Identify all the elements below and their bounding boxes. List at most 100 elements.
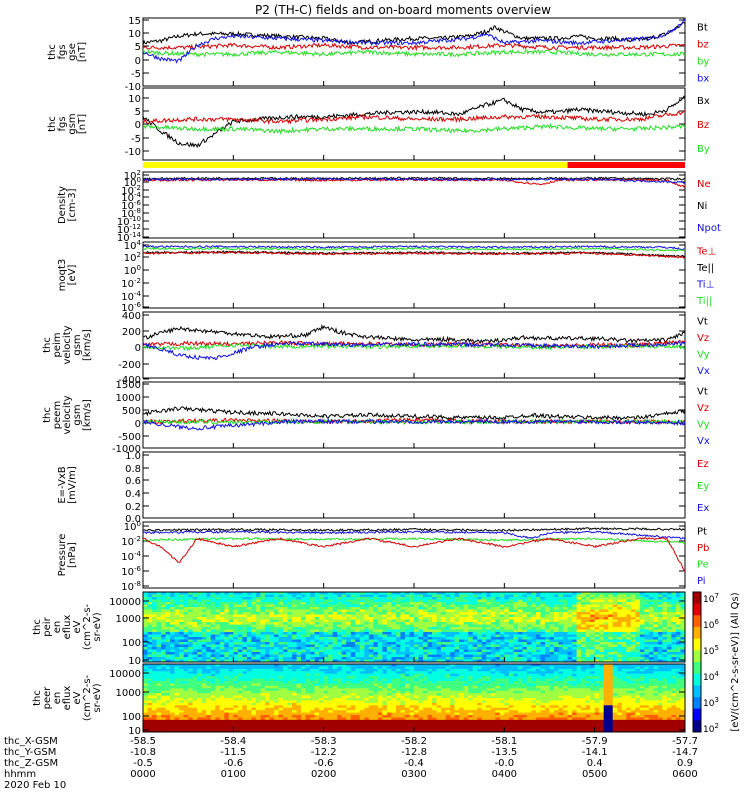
heatmap-cell (251, 644, 257, 648)
heatmap-cell (364, 597, 370, 600)
mode-bar-segment (143, 162, 568, 168)
heatmap-cell (161, 642, 167, 645)
heatmap-cell (648, 617, 654, 620)
heatmap-cell (278, 632, 284, 635)
heatmap-cell (233, 681, 239, 684)
heatmap-cell (251, 671, 257, 675)
heatmap-cell (450, 644, 456, 648)
heatmap-cell (296, 647, 302, 650)
heatmap-cell (657, 599, 663, 603)
heatmap-cell (183, 597, 189, 600)
heatmap-cell (296, 693, 302, 697)
heatmap-cell (264, 652, 270, 655)
heatmap-cell (179, 683, 185, 687)
heatmap-cell (445, 619, 451, 623)
heatmap-cell (215, 685, 221, 689)
heatmap-cell (192, 724, 198, 728)
heatmap-cell (549, 627, 555, 630)
heatmap-cell (183, 719, 189, 723)
tick-base: 10 (121, 201, 134, 212)
heatmap-cell (156, 614, 162, 618)
heatmap-cell (531, 612, 537, 615)
heatmap-cell (382, 602, 388, 605)
heatmap-cell (246, 607, 252, 610)
heatmap-cell (680, 594, 686, 598)
heatmap-cell (418, 609, 424, 613)
heatmap-cell (147, 607, 153, 610)
heatmap-cell (359, 592, 365, 595)
heatmap-cell (296, 642, 302, 645)
heatmap-cell (323, 722, 329, 726)
series-pt-line (142, 527, 686, 532)
heatmap-cell (558, 617, 564, 620)
heatmap-cell (332, 642, 338, 645)
heatmap-cell (373, 614, 379, 618)
heatmap-cell (662, 649, 668, 653)
heatmap-cell (432, 657, 438, 660)
heatmap-cell (657, 629, 663, 633)
heatmap-cell (143, 719, 149, 723)
heatmap-cell (206, 627, 212, 630)
heatmap-cell (296, 715, 302, 718)
heatmap-cell (499, 652, 505, 655)
heatmap-cell (495, 599, 501, 603)
heatmap-cell (174, 724, 180, 728)
heatmap-cell (630, 604, 636, 608)
heatmap-cell (346, 597, 352, 600)
heatmap-cell (170, 592, 176, 595)
heatmap-cell (332, 698, 338, 701)
heatmap-cell (264, 712, 270, 716)
heatmap-cell (653, 632, 659, 635)
heatmap-cell (233, 705, 239, 709)
heatmap-cell (450, 637, 456, 640)
heatmap-cell (373, 612, 379, 615)
heatmap-cell (255, 594, 261, 598)
heatmap-cell (526, 614, 532, 618)
heatmap-cell (436, 644, 442, 648)
heatmap-cell (156, 612, 162, 615)
heatmap-cell (531, 637, 537, 640)
heatmap-cell (626, 617, 632, 620)
heatmap-cell (255, 685, 261, 689)
heatmap-cell (143, 727, 149, 731)
heatmap-cell (242, 592, 248, 595)
legend-entry: Vt (697, 316, 708, 327)
heatmap-cell (165, 722, 171, 726)
heatmap-cell (666, 622, 672, 625)
heatmap-cell (341, 629, 347, 633)
heatmap-cell (273, 594, 279, 598)
heatmap-cell (273, 702, 279, 706)
heatmap-cell (188, 644, 194, 648)
heatmap-cell (572, 644, 578, 648)
heatmap-cell (310, 664, 316, 667)
heatmap-cell (206, 657, 212, 660)
heatmap-cell (251, 594, 257, 598)
heatmap-cell (404, 604, 410, 608)
heatmap-cell (373, 644, 379, 648)
heatmap-cell (608, 609, 614, 613)
heatmap-cell (486, 649, 492, 653)
heatmap-cell (170, 729, 176, 733)
heatmap-cell (323, 666, 329, 670)
heatmap-cell (143, 685, 149, 689)
heatmap-cell (170, 688, 176, 692)
heatmap-cell (445, 659, 451, 663)
y-axis-label: [nT] (77, 114, 88, 134)
heatmap-cell (255, 664, 261, 667)
heatmap-cell (468, 647, 474, 650)
heatmap-cell (662, 597, 668, 600)
heatmap-cell (174, 632, 180, 635)
heatmap-cell (630, 632, 636, 635)
heatmap-cell (400, 654, 406, 658)
heatmap-cell (170, 685, 176, 689)
heatmap-cell (414, 629, 420, 633)
heatmap-cell (201, 729, 207, 733)
heatmap-cell (544, 614, 550, 618)
heatmap-cell (644, 659, 650, 663)
heatmap-cell (572, 592, 578, 595)
heatmap-cell (174, 666, 180, 670)
heatmap-cell (630, 652, 636, 655)
heatmap-cell (432, 614, 438, 618)
heatmap-cell (341, 622, 347, 625)
heatmap-cell (368, 642, 374, 645)
